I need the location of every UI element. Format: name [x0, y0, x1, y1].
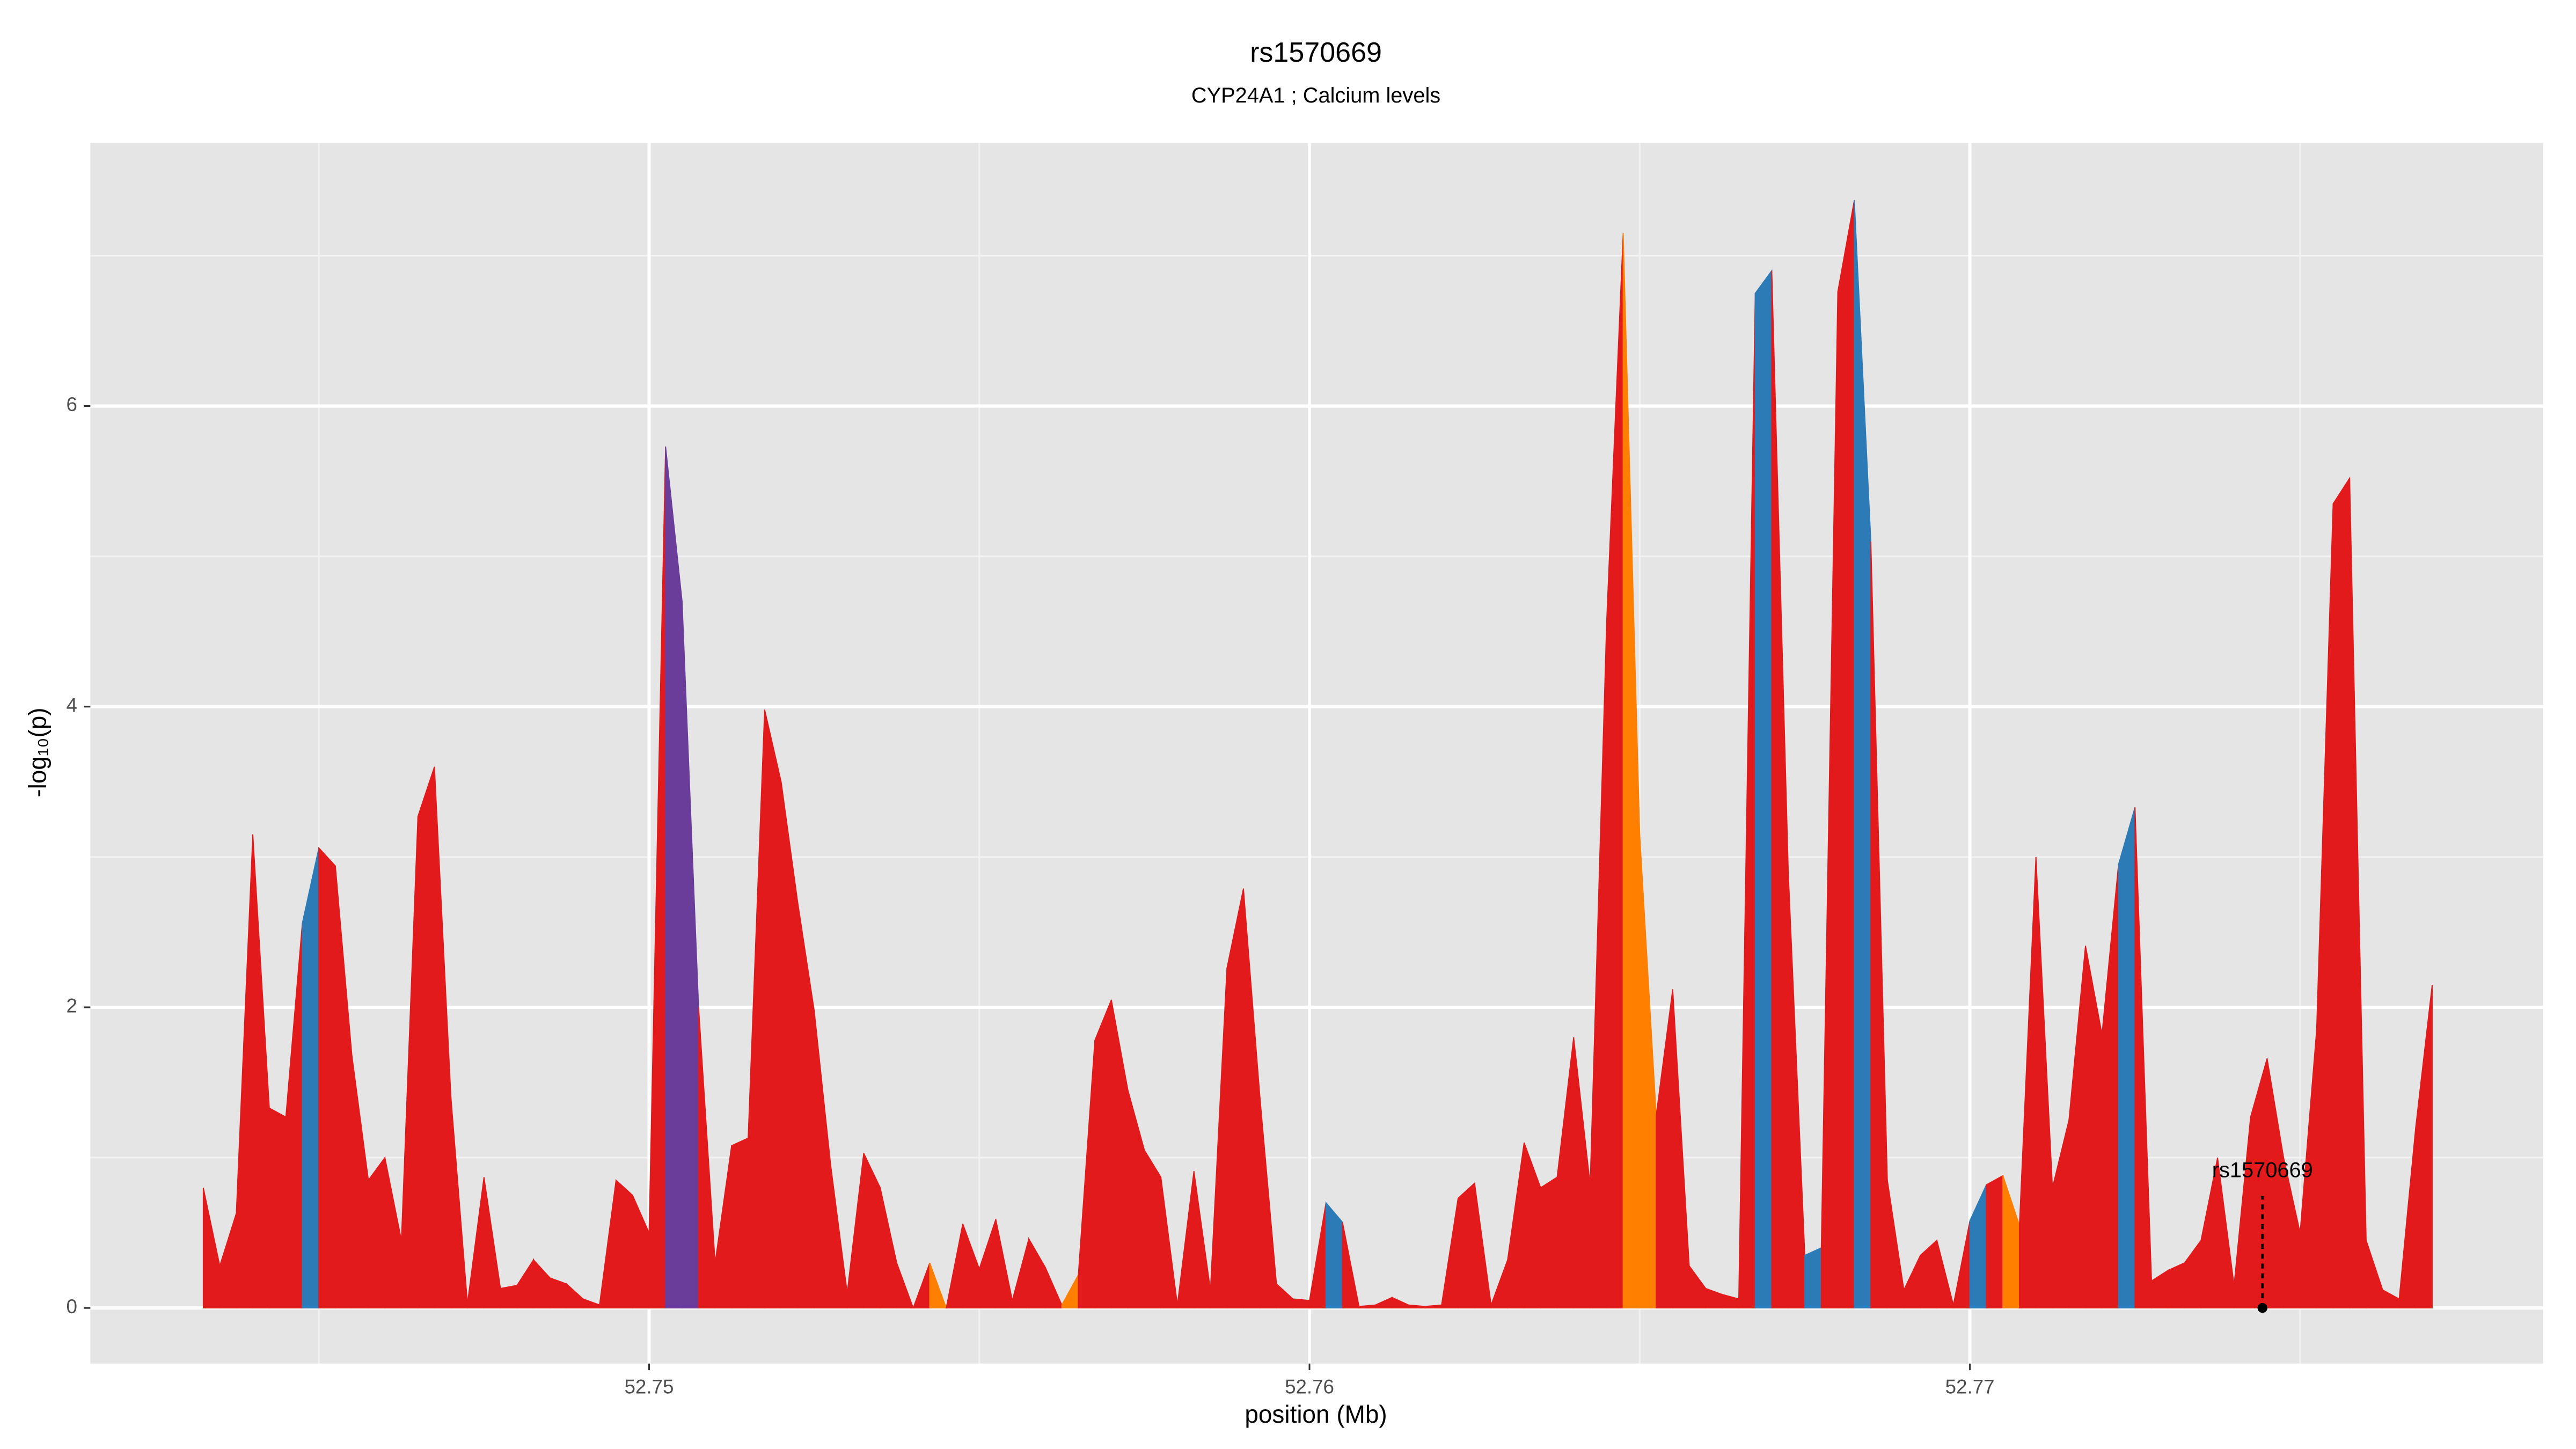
- y-tick-label: 0: [66, 1296, 77, 1318]
- area-segment: [2415, 984, 2433, 1309]
- area-segment: [1094, 999, 1112, 1309]
- chart-title: rs1570669: [1250, 37, 1382, 68]
- area-segment: [615, 1179, 633, 1309]
- area-segment: [1804, 1247, 1822, 1309]
- area-segment: [665, 447, 683, 1309]
- area-segment: [1292, 1298, 1310, 1309]
- area-segment: [268, 1107, 287, 1309]
- x-tick-label: 52.75: [625, 1375, 674, 1397]
- area-segment: [1837, 200, 1855, 1309]
- area-segment: [368, 1156, 386, 1309]
- area-segment: [417, 766, 435, 1309]
- x-tick-label: 52.77: [1945, 1375, 1995, 1397]
- area-segment: [731, 1137, 749, 1309]
- y-tick-label: 2: [66, 995, 77, 1017]
- area-segment: [1754, 269, 1773, 1309]
- annotation-point: [2257, 1302, 2267, 1313]
- area-segment: [929, 1262, 947, 1309]
- area-segment: [2118, 807, 2136, 1309]
- chart-subtitle: CYP24A1 ; Calcium levels: [1191, 84, 1440, 107]
- area-segment: [1144, 1148, 1162, 1309]
- area-segment: [1540, 1176, 1558, 1309]
- y-axis-title: -log₁₀(p): [24, 707, 52, 797]
- area-segment: [764, 709, 782, 1309]
- area-segment: [2167, 1262, 2185, 1309]
- x-axis-title: position (Mb): [1245, 1400, 1387, 1428]
- area-segment: [2332, 476, 2351, 1309]
- y-tick-label: 4: [66, 694, 77, 716]
- area-segment: [318, 846, 336, 1309]
- y-tick-label: 6: [66, 393, 77, 415]
- area-segment: [896, 1262, 914, 1309]
- area-segment: [500, 1285, 518, 1309]
- area-segment: [1457, 1182, 1475, 1309]
- x-tick-label: 52.76: [1285, 1375, 1334, 1397]
- marks: [202, 200, 2433, 1309]
- area-segment: [1986, 1175, 2004, 1309]
- area-segment: [302, 847, 320, 1309]
- annotation-label: rs1570669: [2212, 1159, 2313, 1182]
- panel: [90, 143, 2543, 1364]
